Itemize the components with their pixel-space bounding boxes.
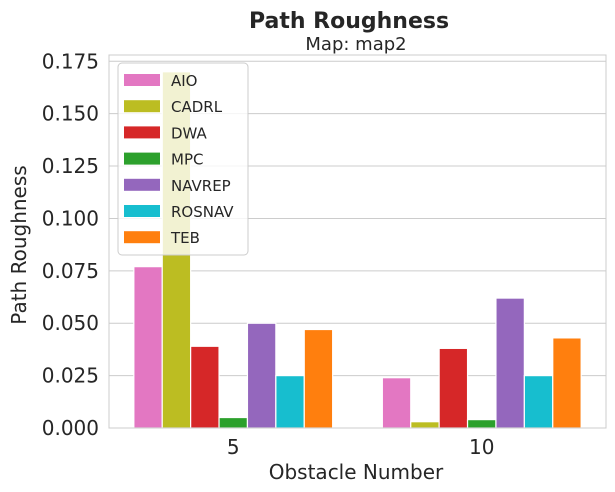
- bar-mpc: [466, 419, 497, 429]
- plot-frame: [108, 54, 607, 429]
- y-tick-label: 0.025: [42, 364, 99, 388]
- y-tick-label: 0.100: [42, 206, 99, 230]
- legend-swatch-mpc: [124, 152, 160, 165]
- bar-rosnav: [523, 375, 554, 429]
- bar-aio: [133, 266, 163, 429]
- legend-swatch-aio: [124, 74, 160, 86]
- legend: AIO CADRL DWA MPC NAVREP ROSNAV TEB: [117, 62, 249, 256]
- y-tick-label: 0.075: [42, 259, 99, 283]
- y-ticks: 0.000 0.025 0.050 0.075 0.100 0.125 0.150 0.175: [42, 49, 99, 440]
- x-axis-label: Obstacle Number: [269, 460, 444, 484]
- chart-title: Path Roughness: [249, 9, 449, 34]
- y-tick-label: 0.000: [42, 416, 99, 440]
- legend-label: CADRL: [171, 98, 223, 116]
- x-ticks: 5 10: [227, 435, 495, 459]
- x-tick-label: 10: [469, 435, 494, 459]
- legend-label: MPC: [171, 151, 203, 169]
- y-tick-label: 0.175: [42, 49, 99, 73]
- legend-label: NAVREP: [171, 177, 231, 195]
- bar-teb: [552, 337, 582, 429]
- y-tick-label: 0.125: [42, 154, 99, 178]
- y-tick-label: 0.050: [42, 311, 99, 335]
- legend-label: TEB: [170, 229, 200, 247]
- bar-mpc: [218, 416, 249, 429]
- legend-swatch-dwa: [124, 126, 160, 139]
- bar-teb: [303, 328, 334, 429]
- legend-swatch-navrep: [124, 178, 160, 191]
- bar-dwa: [190, 345, 220, 429]
- bar-navrep: [495, 297, 525, 429]
- legend-label: DWA: [171, 124, 208, 142]
- legend-swatch-teb: [124, 231, 160, 244]
- bar-rosnav: [275, 375, 305, 429]
- x-tick-label: 5: [227, 435, 240, 459]
- legend-swatch-cadrl: [124, 100, 160, 113]
- legend-label: ROSNAV: [171, 203, 234, 221]
- bar-aio: [381, 377, 412, 429]
- legend-label: AIO: [171, 72, 198, 90]
- bar-navrep: [246, 322, 277, 429]
- bar-cadrl: [410, 421, 440, 429]
- bar-dwa: [438, 347, 469, 429]
- y-tick-label: 0.150: [42, 102, 99, 126]
- chart-subtitle: Map: map2: [305, 34, 406, 55]
- legend-swatch-rosnav: [124, 205, 160, 217]
- y-axis-label: Path Roughness: [7, 165, 31, 324]
